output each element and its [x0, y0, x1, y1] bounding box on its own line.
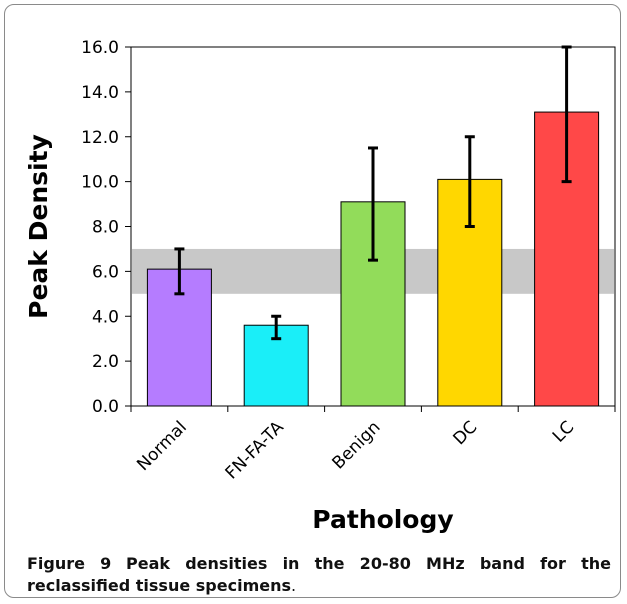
y-tick-label: 6.0	[92, 262, 119, 282]
y-tick-label: 12.0	[81, 128, 119, 148]
y-tick-label: 2.0	[92, 352, 119, 372]
caption-text: Peak densities in the 20-80 MHz band for…	[27, 554, 611, 595]
y-tick-label: 10.0	[81, 173, 119, 193]
bar-chart: 0.0 2.0 4.0 6.0 8.0 10.0 12.0 14.0 16.0 Normal FN-…	[24, 38, 616, 534]
y-tick-label: 8.0	[92, 218, 119, 238]
y-tick-label: 0.0	[92, 397, 119, 417]
y-tick-label: 16.0	[81, 38, 119, 58]
x-category-label: Benign	[329, 417, 385, 473]
x-category-label: LC	[549, 417, 578, 446]
x-axis-title: Pathology	[312, 505, 453, 534]
x-category-label: Normal	[133, 417, 191, 475]
figure-caption: Figure 9 Peak densities in the 20-80 MHz…	[27, 553, 611, 597]
y-tick-label: 4.0	[92, 307, 119, 327]
x-category-label: FN-FA-TA	[222, 417, 288, 483]
y-axis-title: Peak Density	[25, 134, 53, 319]
figure-label: Figure 9	[27, 554, 112, 573]
caption-end: .	[291, 576, 297, 595]
figure-frame: 0.0 2.0 4.0 6.0 8.0 10.0 12.0 14.0 16.0 Normal FN-…	[4, 4, 621, 598]
chart-container: 0.0 2.0 4.0 6.0 8.0 10.0 12.0 14.0 16.0 Normal FN-…	[24, 23, 625, 541]
y-tick-label: 14.0	[81, 83, 119, 103]
x-category-label: DC	[450, 417, 482, 449]
